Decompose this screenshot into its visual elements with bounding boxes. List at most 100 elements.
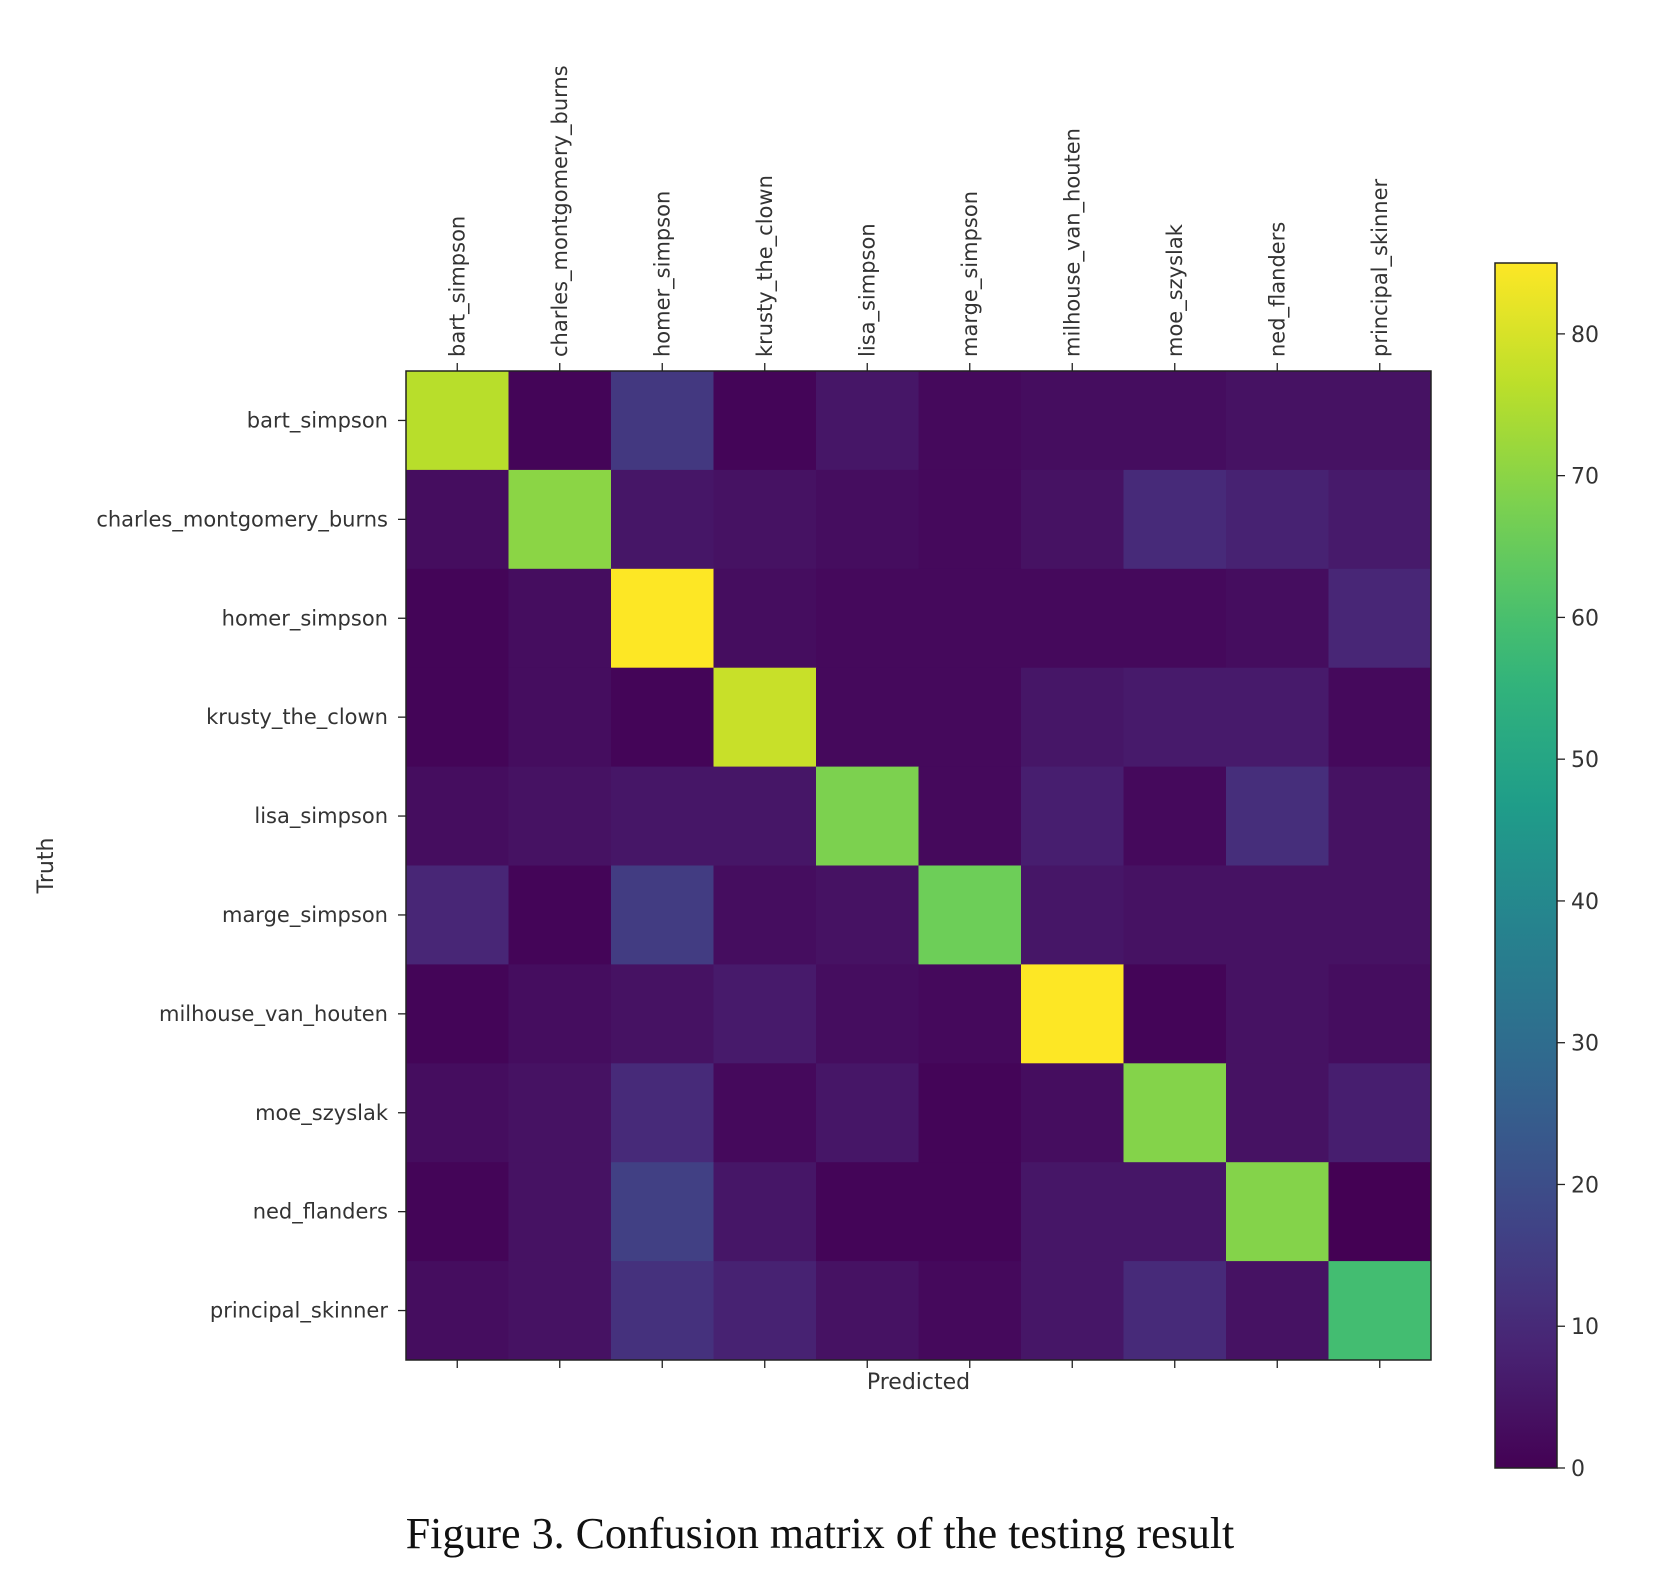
heatmap-cell (816, 964, 919, 1064)
heatmap-cell (1328, 964, 1432, 1064)
heatmap-cell (918, 865, 1022, 965)
heatmap-cell (611, 865, 714, 965)
colorbar-tick-label: 10 (1571, 1315, 1599, 1340)
colorbar-tick-label: 50 (1571, 748, 1599, 773)
heatmap-cell (1123, 667, 1227, 768)
heatmap-cell (1226, 1063, 1329, 1163)
y-axis-label: Truth (34, 838, 59, 895)
heatmap-cell (1123, 766, 1227, 866)
heatmap-cell (611, 766, 714, 866)
y-tick-label: krusty_the_clown (206, 705, 388, 730)
heatmap-cell (816, 1063, 919, 1163)
heatmap-cell (1226, 667, 1329, 768)
heatmap-cell (918, 964, 1022, 1064)
heatmap-cell (1021, 568, 1124, 669)
heatmap-cell (1021, 371, 1124, 471)
x-tick-label: principal_skinner (1368, 179, 1393, 357)
heatmap-cell (1123, 1261, 1227, 1361)
heatmap-cell (508, 667, 612, 768)
heatmap-cell (508, 371, 612, 471)
y-tick-label: milhouse_van_houten (159, 1002, 388, 1027)
heatmap-cell (1123, 1162, 1227, 1262)
y-tick-label: moe_szyslak (255, 1101, 389, 1126)
heatmap-cell (816, 469, 919, 570)
heatmap-cell (508, 568, 612, 669)
heatmap-cell (1328, 1261, 1432, 1361)
heatmap-cell (713, 865, 817, 965)
heatmap-cell (1226, 1162, 1329, 1262)
y-tick-label: lisa_simpson (254, 804, 388, 829)
heatmap-cell (1226, 568, 1329, 669)
heatmap-cell (611, 964, 714, 1064)
heatmap-cell (406, 964, 509, 1064)
heatmap-cell (508, 865, 612, 965)
heatmap-cell (1328, 865, 1432, 965)
heatmap-cell (611, 371, 714, 471)
heatmap-cell (406, 1162, 509, 1262)
heatmap-cell (713, 667, 817, 768)
heatmap-cell (1021, 469, 1124, 570)
heatmap-cell (713, 469, 817, 570)
heatmap-cell (713, 1261, 817, 1361)
colorbar-tick-label: 30 (1571, 1032, 1599, 1057)
heatmap-cell (1226, 469, 1329, 570)
y-tick-label: ned_flanders (253, 1200, 388, 1225)
heatmap-cell (1123, 964, 1227, 1064)
heatmap-cell (918, 371, 1022, 471)
heatmap-cell (918, 1261, 1022, 1361)
heatmap-cell (1123, 865, 1227, 965)
heatmap-cell (713, 766, 817, 866)
colorbar-tick-label: 40 (1571, 890, 1599, 915)
heatmap-cell (1123, 469, 1227, 570)
y-tick-label: principal_skinner (210, 1299, 388, 1324)
heatmap-cell (1021, 1063, 1124, 1163)
heatmap-cell (1328, 568, 1432, 669)
heatmap-cell (713, 371, 817, 471)
heatmap-cell (611, 1261, 714, 1361)
heatmap-cell (1021, 1261, 1124, 1361)
heatmap-cell (508, 1162, 612, 1262)
heatmap-cell (713, 964, 817, 1064)
x-tick-label: homer_simpson (650, 191, 675, 357)
heatmap-cell (1021, 865, 1124, 965)
heatmap-cell (406, 865, 509, 965)
x-tick-label: lisa_simpson (855, 223, 880, 357)
heatmap-cell (508, 469, 612, 570)
heatmap-cell (918, 1162, 1022, 1262)
heatmap-cell (1021, 964, 1124, 1064)
heatmap-cell (1226, 964, 1329, 1064)
heatmap-cell (918, 1063, 1022, 1163)
heatmap-cell (1021, 766, 1124, 866)
heatmap-cell (1328, 371, 1432, 471)
heatmap-cell (611, 1162, 714, 1262)
heatmap-cell (611, 469, 714, 570)
heatmap-cell (1123, 371, 1227, 471)
heatmap-cell (1226, 371, 1329, 471)
y-tick-label: bart_simpson (247, 408, 388, 433)
x-tick-label: bart_simpson (445, 216, 470, 357)
heatmap-cell (1123, 568, 1227, 669)
heatmap-cell (1328, 1162, 1432, 1262)
plot-frame (405, 370, 1432, 1361)
heatmap-cell (1123, 1063, 1227, 1163)
heatmap-cell (406, 1261, 509, 1361)
heatmap-cell (816, 667, 919, 768)
heatmap-cell (816, 568, 919, 669)
y-tick-label: marge_simpson (222, 903, 388, 928)
heatmap-cell (508, 766, 612, 866)
colorbar (1494, 262, 1558, 1469)
heatmap-cell (816, 371, 919, 471)
heatmap-cell (918, 469, 1022, 570)
colorbar-tick-label: 80 (1571, 323, 1599, 348)
colorbar-tick-label: 20 (1571, 1173, 1599, 1198)
heatmap-cell (816, 1162, 919, 1262)
x-tick-label: moe_szyslak (1163, 223, 1188, 357)
colorbar-tick-label: 60 (1571, 606, 1599, 631)
heatmap-cell (918, 568, 1022, 669)
heatmap-cell (406, 766, 509, 866)
heatmap-cell (816, 865, 919, 965)
x-tick-label: charles_montgomery_burns (548, 65, 573, 357)
heatmap-cell (406, 469, 509, 570)
heatmap-cell (1328, 469, 1432, 570)
x-tick-label: ned_flanders (1265, 222, 1290, 357)
